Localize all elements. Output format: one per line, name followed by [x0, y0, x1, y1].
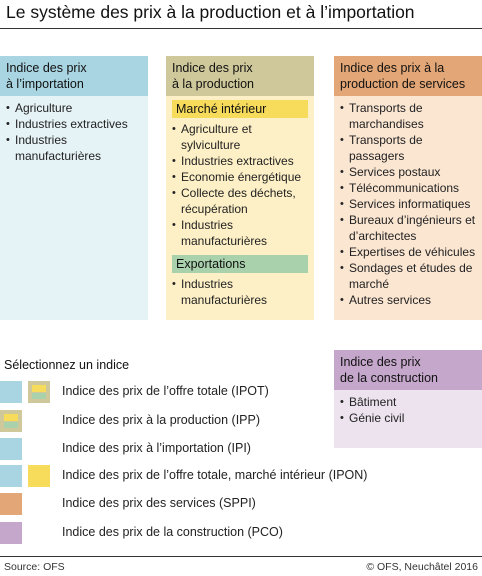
production-price-index-title-line-1: Indice des prix	[172, 61, 253, 75]
import-swatch	[0, 381, 22, 403]
domestic-market-section[interactable]: Marché intérieur Agriculture et sylvicul…	[172, 100, 308, 249]
list-item: Collecte des déchets, récupération	[172, 185, 308, 217]
construction-price-index-title-line-1: Indice des prix	[340, 355, 421, 369]
list-item: Autres services	[340, 292, 476, 308]
list-item: Services informatiques	[340, 196, 476, 212]
import-swatch	[0, 438, 22, 460]
legend-label-ipon: Indice des prix de l’offre totale, march…	[62, 468, 368, 482]
source-note: Source: OFS	[4, 561, 65, 573]
construction-swatch	[0, 522, 22, 544]
import-price-index-title-line-1: Indice des prix	[6, 61, 87, 75]
list-item: Bureaux d’ingénieurs et d’architectes	[340, 212, 476, 244]
list-item: Transports de passagers	[340, 132, 476, 164]
services-swatch	[0, 493, 22, 515]
list-item: Sondages et études de marché	[340, 260, 476, 292]
list-item: Télécommunications	[340, 180, 476, 196]
services-price-index-box[interactable]: Indice des prix à la production de servi…	[334, 56, 482, 320]
domestic-market-header: Marché intérieur	[172, 100, 308, 118]
footer-divider	[0, 556, 482, 557]
copyright-note: © OFS, Neuchâtel 2016	[366, 561, 478, 573]
diagram-title: Le système des prix à la production et à…	[6, 2, 415, 22]
legend-item-ipon[interactable]: Indice des prix de l’offre totale, march…	[0, 465, 367, 487]
list-item: Industries extractives	[172, 153, 308, 169]
list-item: Bâtiment	[340, 394, 476, 410]
import-price-index-box[interactable]: Indice des prix à l’importation Agricult…	[0, 56, 148, 320]
legend-label-ipot: Indice des prix de l’offre totale (IPOT)	[62, 384, 269, 398]
legend-item-ipp[interactable]: Indice des prix à la production (IPP)	[0, 410, 330, 432]
legend-item-ipot[interactable]: Indice des prix de l’offre totale (IPOT)	[0, 381, 330, 403]
list-item: Industries manufacturières	[6, 132, 142, 164]
exports-section: Exportations Industries manufacturières	[172, 255, 308, 308]
construction-price-index-header: Indice des prix de la construction	[334, 350, 482, 390]
production-price-index-title-line-2: à la production	[172, 77, 255, 91]
exports-mini-swatch	[32, 393, 46, 399]
list-item: Industries manufacturières	[172, 217, 308, 249]
legend-item-ipi[interactable]: Indice des prix à l’importation (IPI)	[0, 438, 330, 460]
import-price-index-header: Indice des prix à l’importation	[0, 56, 148, 96]
services-price-index-header: Indice des prix à la production de servi…	[334, 56, 482, 96]
services-price-index-title-line-1: Indice des prix à la	[340, 61, 445, 75]
legend-label-ipi: Indice des prix à l’importation (IPI)	[62, 441, 251, 455]
list-item: Expertises de véhicules	[340, 244, 476, 260]
exports-items-list: Industries manufacturières	[172, 273, 308, 308]
legend-title: Sélectionnez un indice	[4, 358, 130, 372]
domestic-market-items-list: Agriculture et sylvicultureIndustries ex…	[172, 118, 308, 249]
list-item: Transports de marchandises	[340, 100, 476, 132]
legend-item-sppi[interactable]: Indice des prix des services (SPPI)	[0, 493, 330, 515]
domestic-market-swatch	[28, 465, 50, 487]
services-items-list: Transports de marchandisesTransports de …	[340, 100, 476, 308]
production-swatch	[0, 410, 22, 432]
production-price-index-header: Indice des prix à la production	[166, 56, 314, 96]
list-item: Industries manufacturières	[172, 276, 308, 308]
construction-price-index-title-line-2: de la construction	[340, 371, 438, 385]
list-item: Economie énergétique	[172, 169, 308, 185]
domestic-market-mini-swatch	[32, 385, 46, 392]
domestic-market-mini-swatch	[4, 414, 18, 421]
services-price-index-title-line-2: production de services	[340, 77, 466, 91]
legend-label-sppi: Indice des prix des services (SPPI)	[62, 496, 256, 510]
legend-item-pco[interactable]: Indice des prix de la construction (PCO)	[0, 522, 330, 544]
import-swatch	[0, 465, 22, 487]
legend-label-pco: Indice des prix de la construction (PCO)	[62, 525, 283, 539]
list-item: Génie civil	[340, 410, 476, 426]
construction-price-index-box[interactable]: Indice des prix de la construction Bâtim…	[334, 350, 482, 448]
list-item: Agriculture	[6, 100, 142, 116]
production-swatch	[28, 381, 50, 403]
legend-label-ipp: Indice des prix à la production (IPP)	[62, 413, 261, 427]
exports-mini-swatch	[4, 422, 18, 428]
list-item: Industries extractives	[6, 116, 142, 132]
exports-header: Exportations	[172, 255, 308, 273]
construction-items-list: BâtimentGénie civil	[340, 394, 476, 426]
import-price-index-title-line-2: à l’importation	[6, 77, 84, 91]
list-item: Agriculture et sylviculture	[172, 121, 308, 153]
production-price-index-box[interactable]: Indice des prix à la production Marché i…	[166, 56, 314, 320]
title-divider	[0, 28, 482, 29]
import-items-list: AgricultureIndustries extractivesIndustr…	[6, 100, 142, 164]
list-item: Services postaux	[340, 164, 476, 180]
